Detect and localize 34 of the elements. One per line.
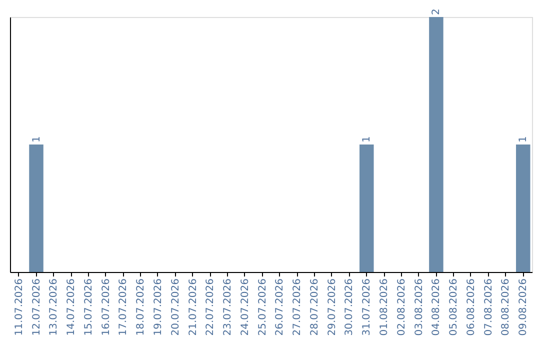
x-tick-label: 31.07.2026: [362, 278, 373, 336]
x-tick-label: 12.07.2026: [31, 278, 42, 336]
x-tick-label: 21.07.2026: [188, 278, 199, 336]
x-tick-label: 03.08.2026: [414, 278, 425, 336]
x-tick-label: 01.08.2026: [379, 278, 390, 336]
x-tick-label: 15.07.2026: [83, 278, 94, 336]
x-tick-label: 23.07.2026: [222, 278, 234, 336]
data-label: 2: [431, 8, 442, 15]
x-tick-label: 02.08.2026: [396, 278, 408, 336]
x-tick-label: 08.08.2026: [500, 278, 512, 336]
x-tick-label: 28.07.2026: [309, 278, 320, 336]
x-tick-label: 09.08.2026: [518, 278, 530, 336]
x-tick-label: 05.08.2026: [448, 278, 460, 336]
x-tick-label: 18.07.2026: [136, 278, 147, 336]
x-tick-label: 06.08.2026: [466, 278, 477, 336]
x-tick-label: 30.07.2026: [344, 278, 356, 336]
x-tick-label: 29.07.2026: [326, 278, 338, 336]
x-tick-label: 07.08.2026: [483, 278, 494, 336]
x-tick-label: 17.07.2026: [118, 278, 130, 336]
x-tick-label: 20.07.2026: [170, 278, 182, 336]
x-tick-label: 13.07.2026: [48, 278, 60, 336]
x-tick-label: 22.07.2026: [205, 278, 216, 336]
data-label: 1: [31, 136, 42, 142]
data-label: 1: [518, 136, 530, 142]
x-tick-label: 26.07.2026: [274, 278, 286, 336]
x-tick-label: 27.07.2026: [292, 278, 304, 336]
x-tick-label: 04.08.2026: [431, 278, 442, 336]
x-tick-label: 16.07.2026: [100, 278, 112, 336]
x-tick-label: 24.07.2026: [240, 278, 251, 336]
x-tick-label: 25.07.2026: [257, 278, 268, 336]
data-label: 1: [362, 136, 373, 142]
x-tick-label: 11.07.2026: [14, 278, 25, 336]
x-tick-label: 19.07.2026: [152, 278, 164, 336]
x-tick-label: 14.07.2026: [66, 278, 78, 336]
